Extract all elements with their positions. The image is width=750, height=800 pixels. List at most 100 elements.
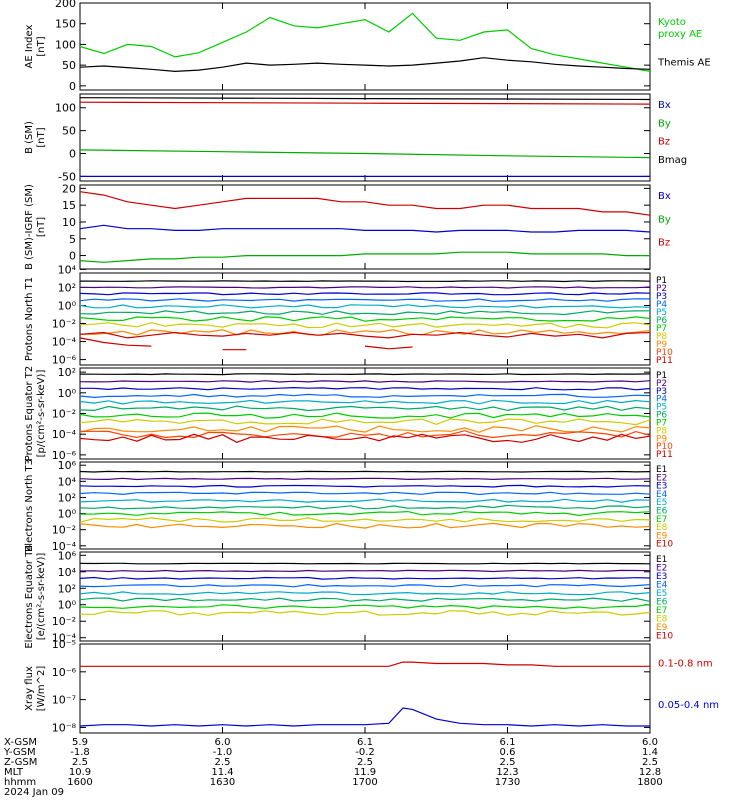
legend-label: E9 (656, 623, 668, 633)
series-line-bz (79, 191, 651, 216)
legend-label: Bz (658, 137, 670, 148)
ephemeris-value: -1.0 (213, 747, 233, 758)
y-tick-label: 10⁶ (58, 459, 77, 472)
legend-label: E2 (656, 473, 667, 483)
y-tick-label: 0 (69, 250, 76, 263)
panel-frame (79, 643, 651, 734)
legend-label: E4 (656, 490, 668, 500)
y-tick-label: 10⁻⁴ (52, 632, 77, 645)
y-tick-label: 20 (62, 182, 76, 195)
y-tick-label: 10⁻⁴ (52, 336, 77, 349)
panel-frame (79, 184, 651, 270)
channel-line-e6 (79, 597, 651, 602)
y-tick-label: 15 (62, 199, 76, 212)
y-axis-unit: [p/(cm²-s-sr-keV)] (36, 370, 47, 458)
series-line-0-1-0-8-nm (80, 661, 650, 667)
legend-label: E3 (656, 482, 667, 492)
legend-label: E7 (656, 606, 667, 616)
ephemeris-row-label: X-GSM (4, 737, 37, 748)
channel-line-e1 (79, 562, 651, 565)
channel-line-e5 (79, 591, 651, 596)
ephemeris-value: 5.9 (72, 737, 88, 748)
series-line-themis-ae (79, 57, 651, 73)
channel-line-p3 (79, 292, 651, 296)
ephemeris-row-label: 2024 Jan 09 (4, 787, 64, 798)
channel-line-p1 (80, 280, 651, 283)
y-tick-label: 10⁰ (58, 387, 77, 400)
y-axis-label: B (SM)-IGRF (SM) (24, 184, 35, 270)
channel-line-e1 (79, 470, 651, 473)
channel-line-p10 (79, 430, 651, 439)
channel-line-p10 (79, 337, 152, 347)
legend-label: P4 (656, 300, 667, 310)
channel-line-e6 (79, 504, 651, 510)
legend-label: P9 (656, 340, 667, 350)
y-axis-label: Xray flux (24, 666, 35, 711)
y-tick-label: 10⁻⁶ (52, 666, 77, 679)
legend-label: E4 (656, 581, 668, 591)
y-axis-label: AE Index (24, 24, 35, 68)
legend-label: E3 (656, 572, 667, 582)
legend-label: P5 (656, 308, 667, 318)
y-tick-label: 100 (55, 102, 76, 115)
y-tick-label: 200 (55, 0, 76, 10)
channel-line-p9 (79, 425, 651, 433)
ephemeris-value: 2.5 (357, 757, 373, 768)
series-line-kyoto-proxy-ae (79, 12, 651, 72)
y-tick-label: 10⁴ (58, 263, 77, 276)
ephemeris-value: 6.1 (500, 737, 516, 748)
legend-label: P11 (656, 450, 673, 460)
channel-line-p6 (79, 310, 651, 316)
channel-line-p5 (79, 304, 651, 309)
channel-line-p9 (80, 329, 651, 336)
ephemeris-value: 12.8 (639, 767, 661, 778)
y-tick-label: 50 (62, 125, 76, 138)
ephemeris-value: 11.4 (211, 767, 233, 778)
channel-line-e3 (79, 576, 651, 580)
channel-line-e7 (79, 603, 651, 610)
y-tick-label: 10² (58, 281, 76, 294)
channel-line-e4 (79, 583, 651, 588)
y-tick-label: 10⁻⁴ (52, 540, 77, 553)
legend-label: P2 (656, 284, 667, 294)
y-tick-label: 10² (58, 491, 76, 504)
legend-label: 0.1-0.8 nm (658, 658, 713, 669)
ephemeris-value: 2.5 (500, 757, 516, 768)
legend-label: P6 (656, 411, 667, 421)
legend-label: By (658, 118, 671, 129)
series-line-by (79, 149, 651, 159)
legend-label: P6 (656, 316, 667, 326)
y-tick-label: 10⁻⁶ (52, 449, 77, 462)
panel-frame (79, 461, 651, 550)
legend-label: P5 (656, 403, 667, 413)
ephemeris-value: 1800 (637, 777, 662, 788)
y-axis-label: Protons North T1 (24, 277, 35, 361)
series-line-bx (79, 224, 651, 233)
legend-label: E2 (656, 564, 667, 574)
y-axis-unit: [W/m^2] (36, 666, 47, 712)
y-tick-label: 10⁻² (52, 615, 76, 628)
panel-frame (79, 93, 651, 182)
channel-line-p4 (79, 298, 651, 302)
y-axis-unit: [e/(cm²-s-sr-keV)] (36, 553, 47, 641)
legend-label: E6 (656, 507, 668, 517)
y-tick-label: 10⁴ (58, 475, 77, 488)
channel-line-p1 (79, 373, 651, 376)
panel-frame (79, 2, 651, 91)
legend-label: E5 (656, 589, 667, 599)
legend-label: E9 (656, 531, 668, 541)
y-axis-label: Electrons Equator T4 (24, 544, 35, 648)
y-tick-label: 10² (58, 366, 76, 379)
ephemeris-value: -0.2 (355, 747, 375, 758)
panel-frame (79, 551, 651, 642)
legend-label: P3 (656, 292, 667, 302)
legend-label: P10 (656, 442, 673, 452)
ephemeris-value: -1.8 (70, 747, 90, 758)
series-line-0-05-0-4-nm (79, 707, 650, 727)
legend-label: P3 (656, 387, 667, 397)
ephemeris-value: 2.5 (215, 757, 231, 768)
channel-line-p5 (79, 399, 651, 405)
channel-line-p3 (80, 386, 651, 391)
ephemeris-row-label: MLT (4, 767, 24, 778)
